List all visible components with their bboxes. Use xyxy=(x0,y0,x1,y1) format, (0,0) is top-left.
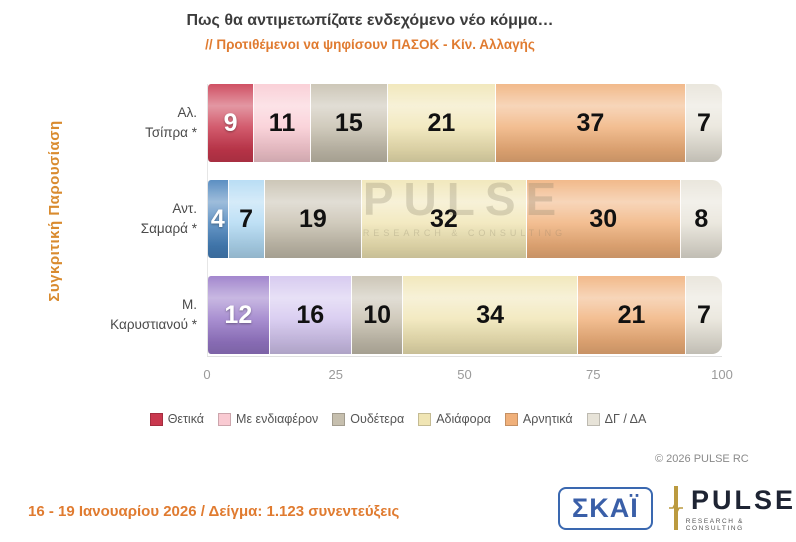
segment-value: 7 xyxy=(239,204,253,233)
skai-logo: ΣΚΑΪ xyxy=(558,487,653,530)
legend-label: Αδιάφορα xyxy=(436,412,491,426)
stacked-bar: 9 11 15 21 37 7 xyxy=(207,84,722,162)
bar-segment: 8 xyxy=(680,180,722,258)
bar-segment: 16 xyxy=(269,276,352,354)
row-label-line: Αντ. xyxy=(172,200,197,216)
survey-info: 16 - 19 Ιανουαρίου 2026 / Δείγμα: 1.123 … xyxy=(28,503,400,520)
bar-segment: 10 xyxy=(351,276,404,354)
legend-item: Αρνητικά xyxy=(504,412,573,426)
segment-value: 16 xyxy=(296,300,325,329)
pulse-logo-text: PULSE xyxy=(690,485,796,515)
legend-label: ΔΓ / ΔΑ xyxy=(604,412,647,426)
legend-swatch xyxy=(332,412,346,426)
legend-item: Θετικά xyxy=(149,412,205,426)
row-label-line: Μ. xyxy=(182,296,197,312)
bar-segment: 7 xyxy=(685,276,722,354)
legend-swatch xyxy=(418,412,432,426)
segment-value: 37 xyxy=(576,108,605,137)
bar-segment: 7 xyxy=(685,84,722,162)
row-label-line: Καρυστιανού * xyxy=(110,317,197,332)
legend-swatch xyxy=(504,412,518,426)
bar-segment: 21 xyxy=(578,276,686,354)
segment-value: 10 xyxy=(363,300,391,329)
bar-row: Αλ. Τσίπρα * 9 11 15 21 37 7 xyxy=(47,84,722,162)
segment-value: 15 xyxy=(334,108,363,137)
axis-tick-label: 50 xyxy=(457,367,472,382)
pulse-waveform-icon xyxy=(669,503,683,513)
legend-item: Αδιάφορα xyxy=(418,412,491,426)
bar-segment: 15 xyxy=(310,84,388,162)
legend-label: Με ενδιαφέρον xyxy=(236,412,319,426)
axis-tick-label: 0 xyxy=(203,367,211,382)
bar-segment: 9 xyxy=(208,84,255,162)
bar-segment: 11 xyxy=(254,84,311,162)
segment-value: 21 xyxy=(427,108,456,137)
chart-legend: Θετικά Με ενδιαφέρον Ουδέτερα Αδιάφορα Αρνητ… xyxy=(0,412,796,426)
bar-segment: 32 xyxy=(362,180,527,258)
segment-value: 8 xyxy=(694,204,709,233)
row-label: Μ. Καρυστιανού * xyxy=(47,295,197,336)
segment-value: 21 xyxy=(617,300,646,329)
legend-label: Θετικά xyxy=(167,412,205,426)
bar-segment: 12 xyxy=(208,276,270,354)
chart-subtitle: // Προτιθέμενοι να ψηφίσουν ΠΑΣΟΚ - Κίν.… xyxy=(205,37,535,52)
segment-value: 32 xyxy=(430,204,458,233)
chart-title: Πως θα αντιμετωπίζατε ενδεχόμενο νέο κόμ… xyxy=(186,12,554,29)
bar-rows-container: Αλ. Τσίπρα * 9 11 15 21 37 7 Αντ. Σαμαρά * 4 7 19 32 3… xyxy=(47,84,722,354)
copyright-note: © 2026 PULSE RC xyxy=(655,453,749,465)
bar-segment: 7 xyxy=(228,180,265,258)
pulse-logo: PULSE RESEARCH & CONSULTING xyxy=(669,485,796,532)
legend-swatch xyxy=(586,412,600,426)
legend-item: Με ενδιαφέρον xyxy=(218,412,318,426)
bar-row: Μ. Καρυστιανού * 12 16 10 34 21 7 xyxy=(47,276,722,354)
stacked-bar: 12 16 10 34 21 7 xyxy=(207,276,722,354)
axis-tick-label: 75 xyxy=(586,367,601,382)
bar-row: Αντ. Σαμαρά * 4 7 19 32 30 8 xyxy=(47,180,722,258)
bar-segment: 30 xyxy=(526,180,681,258)
segment-value: 9 xyxy=(223,108,238,137)
legend-item: ΔΓ / ΔΑ xyxy=(586,412,647,426)
segment-value: 7 xyxy=(697,300,711,329)
legend-label: Αρνητικά xyxy=(522,412,573,426)
segment-value: 34 xyxy=(476,300,505,329)
row-label-line: Τσίπρα * xyxy=(145,125,197,140)
bar-segment: 21 xyxy=(387,84,496,162)
segment-value: 7 xyxy=(697,108,711,137)
legend-item: Ουδέτερα xyxy=(332,412,404,426)
segment-value: 11 xyxy=(268,108,296,137)
row-label-line: Αλ. xyxy=(177,104,197,120)
legend-label: Ουδέτερα xyxy=(350,412,405,426)
legend-swatch xyxy=(149,412,163,426)
pulse-logo-bar xyxy=(669,486,683,530)
stacked-bar-chart: Αλ. Τσίπρα * 9 11 15 21 37 7 Αντ. Σαμαρά * 4 7 19 32 3… xyxy=(47,84,722,354)
axis-tick-label: 100 xyxy=(711,367,733,382)
legend-swatch xyxy=(218,412,232,426)
bar-segment: 4 xyxy=(208,180,229,258)
row-label: Αλ. Τσίπρα * xyxy=(47,103,197,144)
segment-value: 30 xyxy=(589,204,618,233)
x-axis: 0 25 50 75 100 xyxy=(203,356,733,390)
segment-value: 12 xyxy=(224,300,253,329)
segment-value: 4 xyxy=(210,204,225,233)
axis-tick-label: 25 xyxy=(328,367,343,382)
stacked-bar: 4 7 19 32 30 8 xyxy=(207,180,722,258)
pulse-logo-subtext: RESEARCH & CONSULTING xyxy=(685,517,744,532)
row-label-line: Σαμαρά * xyxy=(140,221,197,236)
bar-segment: 34 xyxy=(403,276,579,354)
row-label: Αντ. Σαμαρά * xyxy=(47,199,197,240)
segment-value: 19 xyxy=(298,204,327,233)
bar-segment: 19 xyxy=(264,180,363,258)
bar-segment: 37 xyxy=(495,84,686,162)
